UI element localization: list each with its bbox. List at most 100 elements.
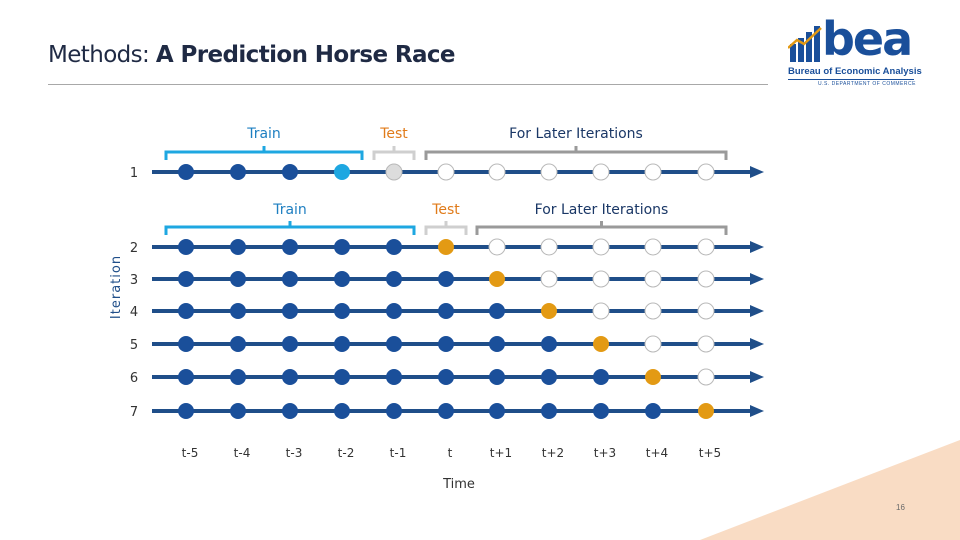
time-point: [489, 403, 505, 419]
time-point: [230, 271, 246, 287]
time-point: [645, 403, 661, 419]
timeline-arrowhead: [750, 371, 764, 383]
time-point: [489, 271, 505, 287]
time-point: [540, 238, 558, 256]
time-point: [334, 336, 350, 352]
time-point: [644, 270, 662, 288]
time-point: [230, 239, 246, 255]
time-point: [488, 163, 506, 181]
logo-department: U.S. DEPARTMENT OF COMMERCE: [818, 81, 916, 87]
time-tick-label: t-4: [234, 446, 251, 460]
page-number: 16: [896, 503, 905, 512]
bracket-label-train: Train: [272, 202, 307, 218]
time-point: [437, 163, 455, 181]
time-point: [697, 302, 715, 320]
time-point: [334, 239, 350, 255]
title-prefix: Methods:: [48, 42, 156, 68]
time-point: [438, 271, 454, 287]
time-point: [178, 336, 194, 352]
time-point: [230, 403, 246, 419]
time-point: [697, 368, 715, 386]
time-point: [386, 336, 402, 352]
time-point: [644, 335, 662, 353]
time-point: [541, 403, 557, 419]
time-point: [697, 238, 715, 256]
bracket-train: [164, 221, 416, 235]
iteration-label: 3: [130, 273, 138, 288]
time-point: [178, 369, 194, 385]
time-point: [334, 164, 350, 180]
time-point: [489, 303, 505, 319]
title-divider: [48, 84, 768, 85]
time-point: [644, 238, 662, 256]
iteration-label: 7: [130, 405, 138, 420]
time-tick-label: t+2: [542, 446, 564, 460]
bracket-test: [372, 146, 416, 160]
time-point: [386, 403, 402, 419]
time-point: [698, 403, 714, 419]
time-point: [489, 336, 505, 352]
bar-chart-icon: [788, 26, 822, 62]
time-point: [438, 369, 454, 385]
time-point: [593, 336, 609, 352]
time-point: [282, 403, 298, 419]
bracket-test: [424, 221, 468, 235]
timeline-arrowhead: [750, 166, 764, 178]
timeline-arrowhead: [750, 338, 764, 350]
time-point: [178, 164, 194, 180]
time-point: [697, 335, 715, 353]
time-point: [645, 369, 661, 385]
time-point: [178, 403, 194, 419]
time-point: [438, 239, 454, 255]
time-point: [282, 336, 298, 352]
timeline-arrowhead: [750, 305, 764, 317]
time-point: [644, 163, 662, 181]
bracket-later: [475, 221, 728, 235]
time-point: [592, 163, 610, 181]
iteration-label: 4: [130, 305, 138, 320]
timeline-arrowhead: [750, 241, 764, 253]
time-point: [282, 164, 298, 180]
iteration-label: 5: [130, 338, 138, 353]
time-point: [593, 403, 609, 419]
time-tick-label: t-2: [338, 446, 355, 460]
time-point: [438, 403, 454, 419]
time-point: [178, 303, 194, 319]
time-point: [540, 270, 558, 288]
time-point: [386, 271, 402, 287]
time-point: [540, 163, 558, 181]
bracket-label-test: Test: [379, 126, 408, 142]
time-point: [386, 239, 402, 255]
time-point: [592, 270, 610, 288]
bea-logo: bea Bureau of Economic Analysis U.S. DEP…: [788, 12, 922, 87]
y-axis-label: Iteration: [109, 255, 124, 319]
time-point: [438, 303, 454, 319]
iteration-label: 1: [130, 166, 138, 181]
time-point: [282, 239, 298, 255]
time-point: [697, 163, 715, 181]
time-point: [541, 336, 557, 352]
time-tick-label: t+4: [646, 446, 668, 460]
logo-divider: [788, 79, 914, 80]
iteration-label: 6: [130, 371, 138, 386]
logo-subtitle: Bureau of Economic Analysis: [788, 66, 922, 77]
time-tick-label: t: [448, 446, 453, 460]
bracket-label-train: Train: [246, 126, 281, 142]
timeline-arrowhead: [750, 405, 764, 417]
bracket-label-later: For Later Iterations: [509, 126, 643, 142]
time-tick-label: t-3: [286, 446, 303, 460]
time-point: [334, 369, 350, 385]
time-point: [386, 303, 402, 319]
bracket-label-later: For Later Iterations: [535, 202, 669, 218]
logo-word: bea: [822, 12, 913, 66]
time-point: [230, 164, 246, 180]
time-point: [489, 369, 505, 385]
time-point: [230, 336, 246, 352]
bracket-train: [164, 146, 364, 160]
time-point: [386, 369, 402, 385]
time-point: [178, 239, 194, 255]
page-title: Methods: A Prediction Horse Race: [48, 42, 456, 68]
bracket-later: [424, 146, 728, 160]
